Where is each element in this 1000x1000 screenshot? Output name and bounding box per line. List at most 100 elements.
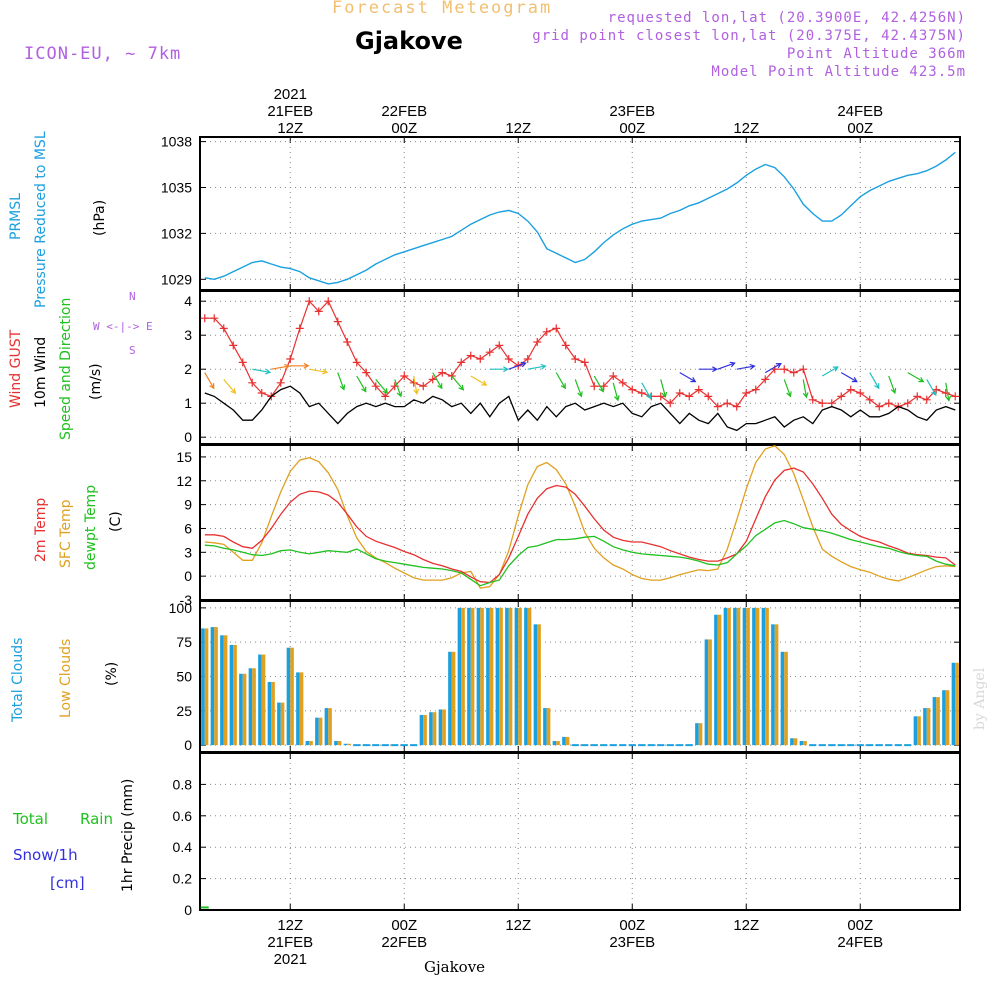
- wind-direction-arrow: [574, 379, 583, 398]
- total-clouds-bar: [714, 614, 718, 746]
- bottom-time-label: 00Z: [391, 917, 417, 934]
- low-clouds-bar: [214, 627, 218, 746]
- wind-gust-marker: [704, 392, 713, 401]
- y-tick-label: 3: [184, 327, 192, 343]
- wind-direction-arrow: [736, 363, 756, 370]
- total-clouds-bar: [552, 741, 557, 746]
- wind-gust-marker: [276, 378, 285, 387]
- total-clouds-bar: [334, 741, 338, 746]
- low-clouds-bar: [945, 690, 950, 746]
- low-clouds-bar: [242, 673, 247, 746]
- wind-gust-marker: [362, 368, 371, 377]
- panel-frame: [199, 136, 961, 291]
- low-clouds-bar: [499, 607, 503, 746]
- low-clouds-bar: [803, 741, 807, 746]
- low-clouds-bar: [299, 672, 304, 746]
- rain-bar: [200, 906, 209, 909]
- wind-direction-arrow: [698, 366, 719, 373]
- panel-frame: [199, 444, 961, 601]
- top-time-label: 00Z: [847, 120, 873, 137]
- wind-gust-marker: [865, 395, 874, 404]
- bottom-time-label: 12Z: [505, 917, 531, 934]
- wind-direction-arrow: [802, 379, 809, 399]
- low-clouds-bar: [717, 614, 722, 746]
- wind-gust-marker: [552, 324, 561, 333]
- low-clouds-bar: [708, 639, 712, 746]
- top-time-label: 12Z: [733, 120, 759, 137]
- precip-snow-unit: [cm]: [50, 874, 85, 892]
- total-clouds-bar: [305, 741, 310, 746]
- total-clouds-bar: [543, 708, 547, 746]
- precip-total-label: Total: [13, 810, 49, 828]
- total-clouds-bar: [277, 702, 281, 746]
- total-clouds-bar: [239, 673, 243, 746]
- total-clouds-bar: [467, 607, 471, 746]
- total-clouds-bar: [248, 668, 253, 746]
- wind-gust-marker: [571, 355, 580, 363]
- wind-gust-marker: [590, 382, 599, 391]
- wind-direction-arrow: [764, 362, 782, 374]
- wind-gust-marker: [837, 392, 846, 401]
- wind-gust-marker: [666, 399, 675, 408]
- wind-direction-arrow: [888, 375, 897, 395]
- wind-gust-marker: [628, 385, 637, 394]
- low-clouds-bar: [926, 708, 931, 746]
- bottom-time-label: 12Z: [277, 917, 303, 934]
- total-clouds-bar: [951, 662, 956, 746]
- point-altitude: Point Altitude 366m: [786, 46, 966, 62]
- top-time-label: 24FEB: [837, 103, 883, 120]
- y-tick-label: 12: [176, 473, 192, 489]
- wind-direction-arrow: [394, 379, 403, 398]
- wind-direction-arrow: [783, 379, 792, 398]
- wind-gust-marker: [466, 351, 475, 360]
- total-clouds-bar: [438, 709, 443, 746]
- total-clouds-bar: [780, 651, 785, 746]
- model-altitude: Model Point Altitude 423.5m: [711, 64, 966, 80]
- top-time-label: 00Z: [619, 120, 645, 137]
- y-tick-label: 75: [176, 634, 192, 650]
- wind-direction-arrow: [489, 366, 510, 373]
- total-clouds-bar: [201, 628, 205, 746]
- wind-gust-marker: [884, 399, 893, 408]
- low-clouds-bar: [527, 607, 532, 746]
- wind-gust-marker: [856, 389, 865, 397]
- y-tick-label: 0: [184, 902, 192, 918]
- total-clouds-bar: [932, 697, 937, 746]
- wind-10m-line: [204, 385, 956, 432]
- top-time-label: 2021: [274, 86, 307, 103]
- y-tick-label: 0.6: [173, 808, 193, 824]
- precip-snow-label: Snow/1h: [13, 846, 78, 864]
- low-clouds-bar: [784, 651, 788, 746]
- bottom-time-label: 2021: [274, 951, 307, 968]
- wind-gust-marker: [286, 355, 295, 363]
- wind-direction-arrow: [508, 361, 527, 370]
- low-clouds-bar: [328, 708, 332, 746]
- low-clouds-bar: [546, 708, 551, 746]
- wind-direction-arrow: [555, 372, 566, 390]
- total-clouds-bar: [343, 743, 348, 746]
- top-time-label: 22FEB: [381, 103, 427, 120]
- y-tick-label: 0.8: [173, 776, 193, 792]
- total-clouds-bar: [258, 654, 262, 746]
- y-tick-label: 50: [176, 669, 192, 685]
- y-tick-label: 4: [184, 293, 192, 309]
- total-clouds-bar: [457, 607, 462, 746]
- sfc-temp-line: [204, 445, 956, 589]
- wind-gust-marker: [229, 341, 238, 350]
- wind-gust-marker: [504, 355, 513, 363]
- y-tick-label: 100: [169, 600, 193, 616]
- total-clouds-bar: [210, 627, 215, 746]
- total-clouds-bar: [486, 607, 490, 746]
- low-clouds-bar: [204, 628, 209, 746]
- total-clouds-bar: [429, 712, 433, 746]
- total-clouds-bar: [771, 624, 775, 746]
- wind-gust-marker: [618, 378, 627, 387]
- wind-direction-arrow: [821, 366, 839, 377]
- y-tick-label: 3: [184, 544, 192, 560]
- total-clouds-bar: [733, 607, 737, 746]
- bottom-time-label: 00Z: [847, 917, 873, 934]
- wind-gust-marker: [656, 392, 665, 401]
- wind-gust-marker: [818, 399, 827, 408]
- wind-direction-arrow: [717, 361, 736, 370]
- wind-gust-marker: [495, 341, 504, 350]
